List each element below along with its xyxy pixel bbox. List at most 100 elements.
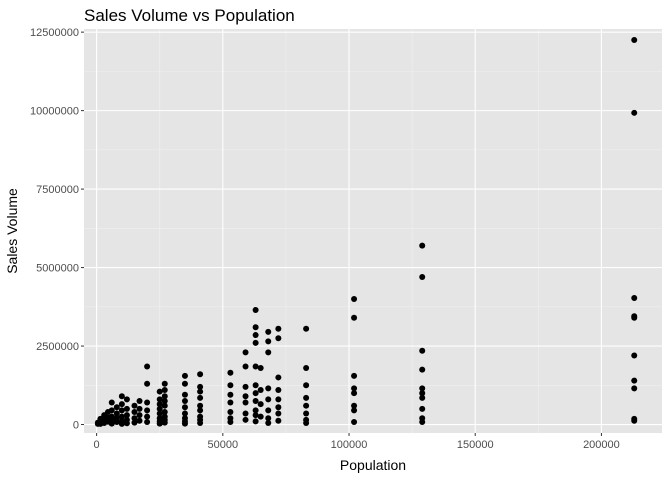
- data-point: [144, 399, 151, 406]
- data-point: [303, 394, 310, 401]
- data-point: [156, 405, 163, 412]
- data-point: [181, 410, 188, 417]
- data-point: [351, 372, 358, 379]
- data-point: [118, 420, 125, 427]
- data-point: [108, 399, 115, 406]
- data-point: [131, 415, 138, 422]
- data-point: [631, 295, 638, 302]
- data-point: [118, 407, 125, 414]
- data-point: [227, 419, 234, 426]
- data-point: [161, 380, 168, 387]
- data-point: [144, 413, 151, 420]
- data-point: [257, 386, 264, 393]
- data-point: [257, 413, 264, 420]
- data-point: [419, 419, 426, 426]
- data-point: [351, 402, 358, 409]
- data-point: [227, 399, 234, 406]
- data-point: [419, 347, 426, 354]
- data-point: [265, 385, 272, 392]
- data-points: [94, 36, 638, 427]
- y-tick-label: 5000000: [36, 263, 79, 275]
- data-point: [419, 242, 426, 249]
- data-point: [242, 399, 249, 406]
- data-point: [419, 366, 426, 373]
- data-point: [94, 420, 101, 427]
- data-point: [144, 407, 151, 414]
- y-tick-label: 0: [73, 420, 79, 432]
- data-point: [303, 402, 310, 409]
- data-point: [242, 363, 249, 370]
- data-point: [265, 419, 272, 426]
- data-point: [275, 417, 282, 424]
- data-point: [419, 273, 426, 280]
- data-point: [631, 352, 638, 359]
- data-point: [257, 365, 264, 372]
- data-point: [257, 401, 264, 408]
- grid-lines: [84, 29, 662, 433]
- y-tick-label: 7500000: [36, 184, 79, 196]
- data-point: [419, 390, 426, 397]
- y-tick-label: 2500000: [36, 341, 79, 353]
- data-point: [156, 388, 163, 395]
- data-point: [156, 401, 163, 408]
- data-point: [242, 383, 249, 390]
- data-point: [275, 325, 282, 332]
- data-point: [227, 391, 234, 398]
- data-point: [197, 371, 204, 378]
- data-point: [252, 339, 259, 346]
- data-point: [113, 410, 120, 417]
- data-point: [197, 394, 204, 401]
- data-point: [631, 314, 638, 321]
- data-point: [303, 382, 310, 389]
- y-axis-title: Sales Volume: [4, 188, 20, 274]
- data-point: [197, 388, 204, 395]
- x-tick-label: 100000: [331, 439, 368, 451]
- data-point: [631, 36, 638, 43]
- data-point: [265, 396, 272, 403]
- data-point: [252, 332, 259, 339]
- data-point: [252, 397, 259, 404]
- data-point: [131, 408, 138, 415]
- x-tick-label: 150000: [457, 439, 494, 451]
- data-point: [181, 391, 188, 398]
- data-point: [351, 419, 358, 426]
- data-point: [419, 385, 426, 392]
- data-point: [265, 328, 272, 335]
- data-point: [631, 109, 638, 116]
- data-point: [123, 405, 130, 412]
- axes: 0 50000 100000 150000 200000 0 2500000 5000000 7…: [30, 27, 620, 451]
- data-point: [631, 385, 638, 392]
- data-point: [252, 324, 259, 331]
- data-point: [181, 372, 188, 379]
- data-point: [242, 410, 249, 417]
- data-point: [118, 393, 125, 400]
- data-point: [156, 396, 163, 403]
- data-point: [161, 419, 168, 426]
- x-tick-label: 200000: [583, 439, 620, 451]
- y-tick-label: 12500000: [30, 27, 79, 39]
- data-point: [275, 410, 282, 417]
- data-point: [101, 412, 108, 419]
- data-point: [227, 369, 234, 376]
- data-point: [303, 325, 310, 332]
- data-point: [252, 390, 259, 397]
- chart-title: Sales Volume vs Population: [84, 6, 295, 25]
- data-point: [303, 419, 310, 426]
- data-point: [131, 402, 138, 409]
- data-point: [197, 383, 204, 390]
- data-point: [275, 386, 282, 393]
- data-point: [181, 404, 188, 411]
- data-point: [227, 408, 234, 415]
- data-point: [351, 390, 358, 397]
- data-point: [227, 382, 234, 389]
- data-point: [161, 408, 168, 415]
- data-point: [252, 306, 259, 313]
- data-point: [351, 407, 358, 414]
- data-point: [252, 412, 259, 419]
- data-point: [242, 416, 249, 423]
- x-tick-label: 50000: [208, 439, 239, 451]
- data-point: [351, 314, 358, 321]
- data-point: [419, 394, 426, 401]
- data-point: [181, 380, 188, 387]
- data-point: [144, 380, 151, 387]
